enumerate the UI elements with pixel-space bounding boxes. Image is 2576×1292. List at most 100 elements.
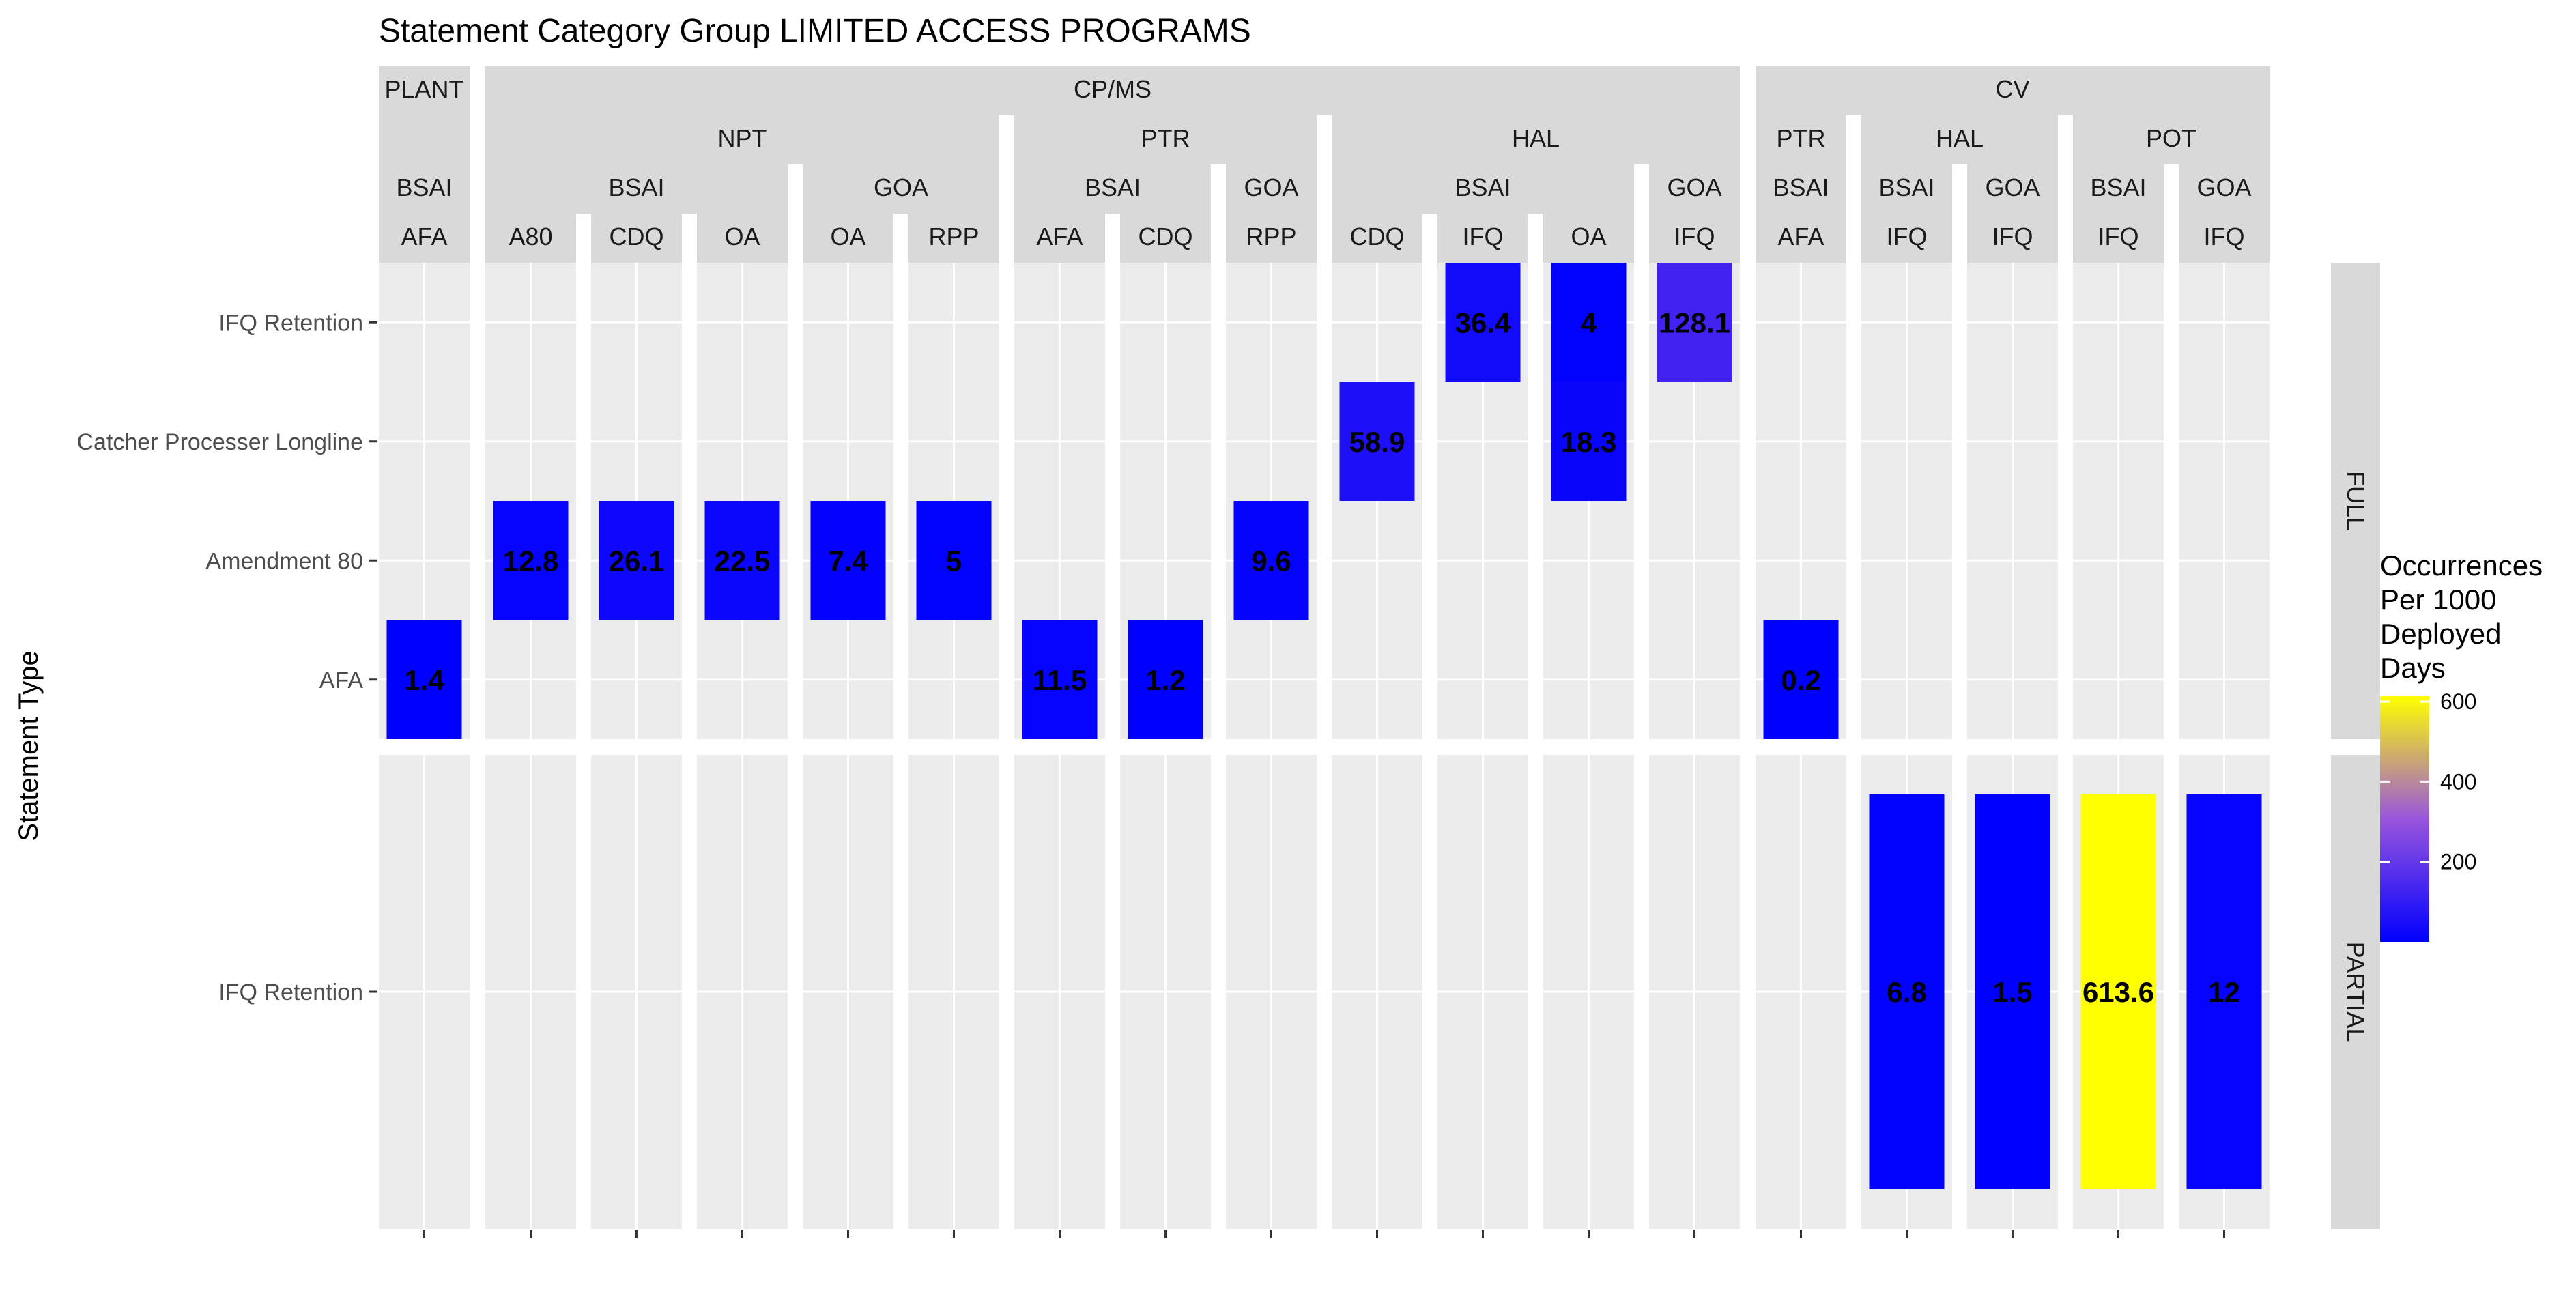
strip-region <box>1332 164 1634 214</box>
panel-strip <box>2331 263 2380 739</box>
strip-label-fmp: AFA <box>1036 222 1083 250</box>
strip-label-fmp: IFQ <box>2204 222 2245 250</box>
strip-region <box>1756 164 1846 214</box>
y-tick-label: AFA <box>319 667 364 693</box>
strip-fmp <box>1967 214 2058 263</box>
y-tick-label: IFQ Retention <box>218 310 363 336</box>
cell-value-label: 1.2 <box>1145 664 1185 696</box>
strip-label-region: BSAI <box>1878 173 1934 201</box>
strip-label-fmp: OA <box>1571 222 1606 250</box>
strip-fmp <box>591 214 682 263</box>
strip-label-program: PTR <box>1141 124 1190 152</box>
legend-title-line: Per 1000 <box>2380 584 2496 616</box>
legend-tick-label: 200 <box>2440 850 2476 874</box>
strip-label-program: HAL <box>1512 124 1560 152</box>
strip-label-program: PTR <box>1777 124 1826 152</box>
panel-strip <box>2331 755 2380 1229</box>
strip-sector <box>1756 66 2270 115</box>
strip-fmp <box>1861 214 1952 263</box>
cell-value-label: 1.5 <box>1992 976 2032 1008</box>
heatmap-cell <box>916 501 992 620</box>
strip-sector <box>379 66 470 164</box>
heatmap-cell <box>1128 620 1203 739</box>
heatmap-cell <box>386 620 462 739</box>
strip-label-region: GOA <box>1244 173 1298 201</box>
strip-sector <box>485 66 1740 115</box>
heatmap-cell <box>493 501 569 620</box>
strip-label-region: GOA <box>2196 173 2251 201</box>
strip-fmp <box>1437 214 1528 263</box>
strip-label-fmp: CDQ <box>610 222 664 250</box>
legend-tick-label: 400 <box>2440 769 2476 794</box>
strip-label-fmp: CDQ <box>1350 222 1405 250</box>
strip-label-region: GOA <box>1985 173 2040 201</box>
strip-label-fmp: OA <box>724 222 760 250</box>
y-axis-ticks: IFQ Retention Catcher Processer Longline A… <box>76 310 377 1005</box>
strip-label-region: BSAI <box>608 173 664 201</box>
cell-value-label: 4 <box>1581 306 1597 339</box>
cell-value-label: 11.5 <box>1033 664 1087 696</box>
cell-value-label: 58.9 <box>1349 426 1405 458</box>
cell-value-label: 36.4 <box>1455 306 1511 339</box>
cell-value-label: 7.4 <box>828 545 868 577</box>
strip-program <box>1014 115 1317 164</box>
strip-region <box>1226 164 1317 214</box>
heatmap-cell <box>599 501 674 620</box>
heatmap-cell <box>1551 382 1627 501</box>
cell-value-label: 9.6 <box>1251 545 1291 577</box>
strip-label-region: GOA <box>874 173 928 201</box>
strip-fmp <box>485 214 576 263</box>
strip-program <box>1756 115 1846 164</box>
strip-fmp <box>2073 214 2164 263</box>
strip-fmp <box>1226 214 1317 263</box>
cell-value-label: 613.6 <box>2083 976 2154 1008</box>
strip-fmp <box>1756 214 1846 263</box>
strip-region <box>1967 164 2058 214</box>
strip-label-fmp: RPP <box>928 222 979 250</box>
heatmap-cell <box>1022 620 1098 739</box>
x-axis-ticks <box>423 1230 2225 1238</box>
panel-strip-label: FULL <box>2342 471 2370 531</box>
strip-label-region: BSAI <box>396 173 452 201</box>
strip-region <box>1649 164 1740 214</box>
y-tick-label: IFQ Retention <box>218 979 363 1005</box>
chart-title: Statement Category Group LIMITED ACCESS … <box>379 13 1251 49</box>
strip-label-fmp: IFQ <box>1674 222 1715 250</box>
cell-value-label: 0.2 <box>1781 664 1820 696</box>
strip-fmp <box>908 214 999 263</box>
strip-label-region: GOA <box>1667 173 1721 201</box>
heatmap-cell <box>1763 620 1839 739</box>
strip-label-region: BSAI <box>2090 173 2146 201</box>
legend-title-line: Occurrences <box>2380 549 2543 582</box>
strip-label-fmp: AFA <box>401 222 447 250</box>
heatmap-cells: 1.4 12.8 26.1 22.5 7.4 5 11.5 1.2 9.6 58.9 36.4 4 18… <box>386 263 2262 1189</box>
strip-label-program: POT <box>2146 124 2196 152</box>
strip-label-program: HAL <box>1936 124 1984 152</box>
cell-value-label: 26.1 <box>609 545 665 577</box>
strip-region <box>2073 164 2164 214</box>
legend-title-line: Days <box>2380 652 2446 684</box>
strip-fmp <box>379 214 470 263</box>
cell-value-label: 128.1 <box>1659 306 1730 339</box>
heatmap-cell <box>1445 263 1521 382</box>
strip-region <box>2179 164 2270 214</box>
y-axis-title: Statement Type <box>14 650 44 841</box>
heatmap-cell <box>1975 794 2050 1189</box>
strip-label-region: BSAI <box>1773 173 1829 201</box>
strip-label-region: BSAI <box>1455 173 1511 201</box>
strip-fmp <box>1120 214 1211 263</box>
strip-label-fmp: IFQ <box>2098 222 2139 250</box>
cell-value-label: 12.8 <box>503 545 559 577</box>
legend-tick-label: 600 <box>2440 689 2476 714</box>
panel-strip-label: PARTIAL <box>2342 942 2370 1042</box>
strip-label-sector: PLANT <box>384 75 463 103</box>
heatmap-cell <box>1339 382 1415 501</box>
strip-program <box>2073 115 2270 164</box>
legend-title-line: Deployed <box>2380 618 2501 650</box>
heatmap-cell <box>1233 501 1309 620</box>
strip-program <box>1332 115 1740 164</box>
y-tick-label: Amendment 80 <box>205 548 363 574</box>
cell-value-label: 5 <box>946 545 962 577</box>
